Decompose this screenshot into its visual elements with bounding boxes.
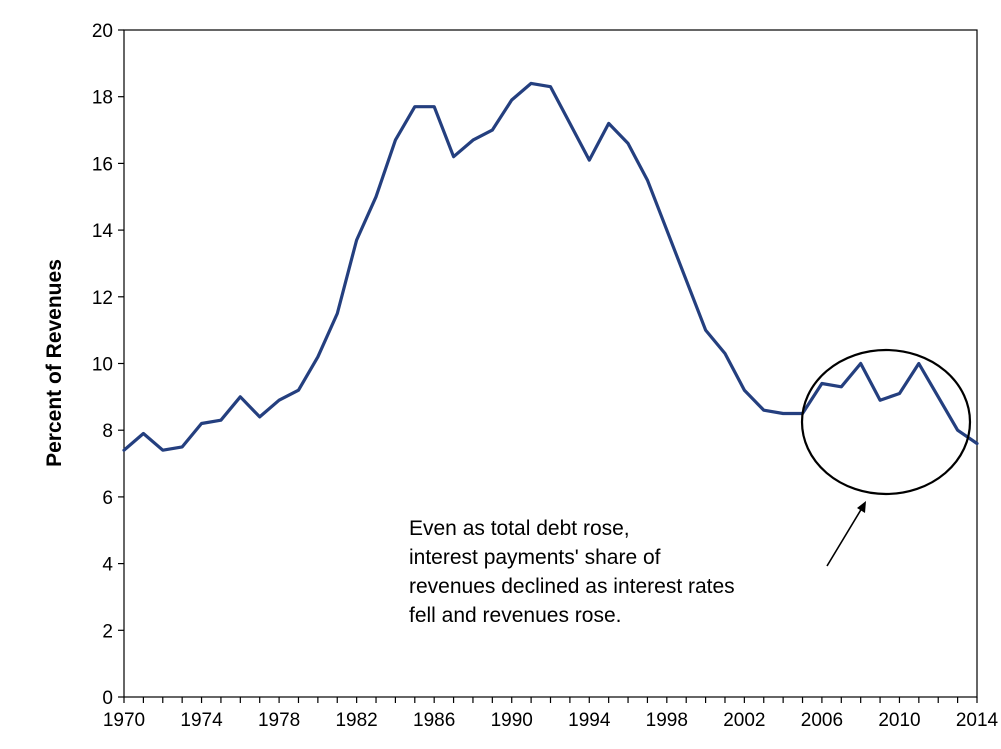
x-axis: 1970 1974 1978 1982 1986 1990 1994 1998 2002 2006… xyxy=(103,697,999,731)
x-tick-label: 2014 xyxy=(956,710,999,731)
y-axis: 0 2 4 6 8 10 12 14 16 18 20 xyxy=(92,21,124,709)
y-tick-label: 2 xyxy=(102,621,113,642)
x-tick-label: 2010 xyxy=(878,710,920,731)
y-tick-label: 14 xyxy=(92,221,114,242)
y-tick-label: 0 xyxy=(102,688,113,709)
y-tick-label: 4 xyxy=(102,555,113,576)
series-layer xyxy=(122,81,979,452)
y-tick-label: 16 xyxy=(92,154,113,175)
y-axis-label: Percent of Revenues xyxy=(43,259,66,467)
x-tick-label: 1990 xyxy=(491,710,533,731)
x-tick-label: 2006 xyxy=(801,710,843,731)
annotation-arrow xyxy=(826,501,866,567)
y-tick-label: 6 xyxy=(102,488,113,509)
y-tick-label: 12 xyxy=(92,288,113,309)
annotation-line-3: revenues declined as interest rates xyxy=(409,575,735,598)
x-tick-label: 1978 xyxy=(258,710,300,731)
y-tick-label: 8 xyxy=(102,421,113,442)
y-tick-label: 18 xyxy=(92,88,113,109)
y-tick-label: 10 xyxy=(92,355,113,376)
series-line xyxy=(122,81,979,452)
y-tick-label: 20 xyxy=(92,21,113,42)
annotation-line-4: fell and revenues rose. xyxy=(409,604,622,627)
x-tick-label: 1986 xyxy=(413,710,455,731)
annotation-line-2: interest payments' share of xyxy=(409,546,661,569)
x-tick-label: 2002 xyxy=(723,710,765,731)
x-tick-label: 1982 xyxy=(335,710,377,731)
x-tick-label: 1970 xyxy=(103,710,145,731)
annotation-text: Even as total debt rose, interest paymen… xyxy=(409,514,839,630)
x-tick-label: 1994 xyxy=(568,710,611,731)
highlight-circle xyxy=(800,348,972,496)
x-tick-label: 1974 xyxy=(180,710,223,731)
annotation-line-1: Even as total debt rose, xyxy=(409,517,630,540)
x-tick-label: 1998 xyxy=(646,710,688,731)
